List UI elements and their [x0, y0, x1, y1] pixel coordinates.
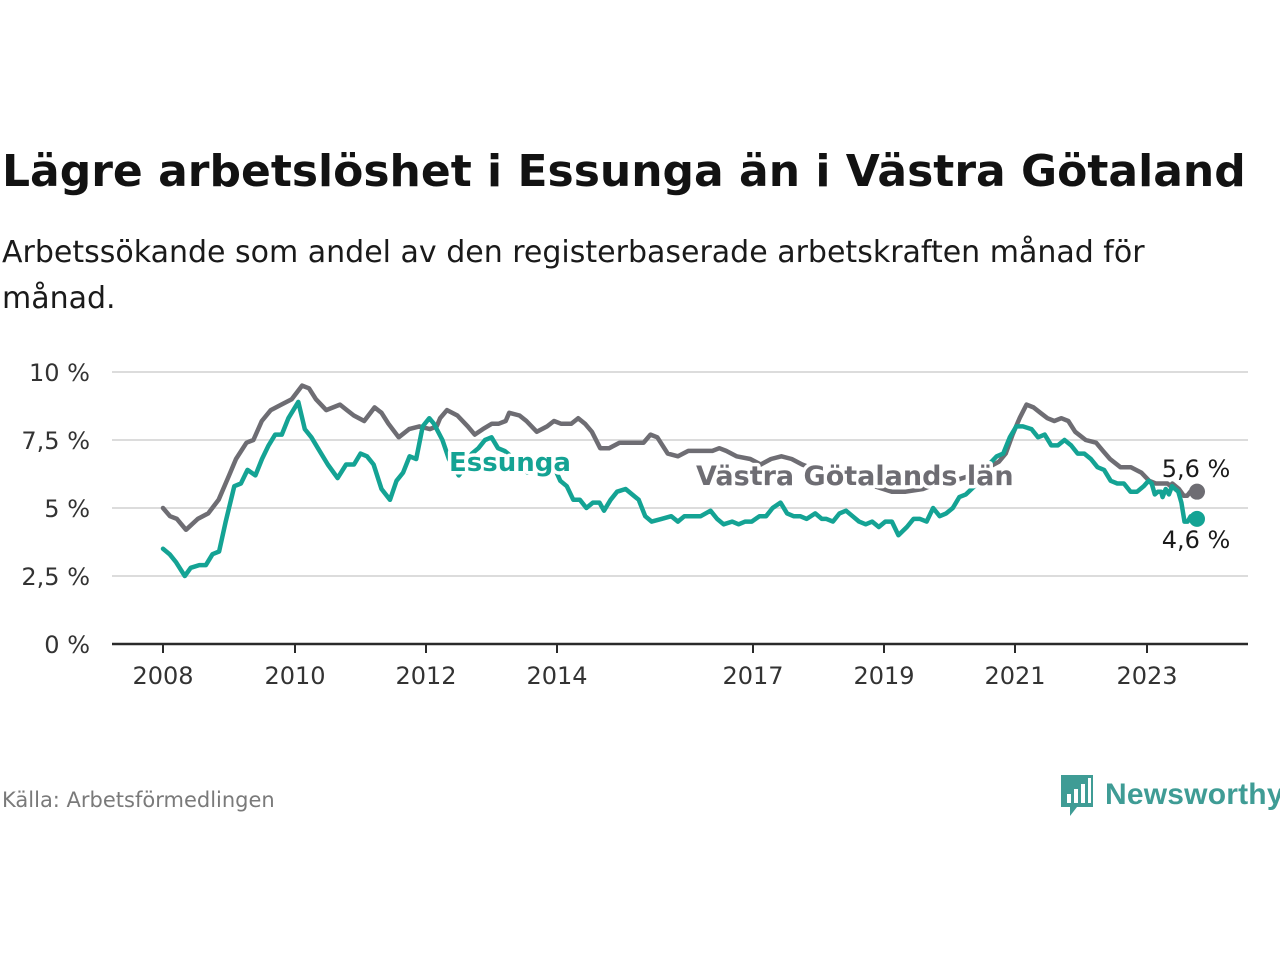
grid-lines [112, 371, 1248, 577]
series-label-vastra-gotaland: Västra Götalands län [696, 461, 1014, 492]
x-axis [112, 642, 1248, 653]
newsworthy-icon [1061, 775, 1093, 816]
chart-subtitle: Arbetssökande som andel av den registerb… [2, 235, 1145, 316]
x-tick-label: 2012 [395, 662, 456, 690]
y-tick-label: 2,5 % [21, 563, 90, 591]
series-lines [160, 383, 1205, 579]
end-label-vastra-gotaland: 5,6 % [1162, 455, 1231, 483]
series-line-vastra-gotaland [160, 383, 1200, 533]
y-tick-label: 0 % [44, 631, 90, 659]
x-tick-label: 2019 [853, 662, 914, 690]
chart-title: Lägre arbetslöshet i Essunga än i Västra… [2, 146, 1246, 197]
end-marker-vastra-gotaland [1189, 483, 1205, 500]
source-note: Källa: Arbetsförmedlingen [2, 788, 275, 812]
x-tick-label: 2010 [264, 662, 325, 690]
end-label-essunga: 4,6 % [1162, 526, 1231, 554]
x-tick-label: 2014 [526, 662, 587, 690]
end-marker-essunga [1189, 510, 1205, 527]
x-tick-label: 2008 [132, 662, 193, 690]
y-tick-label: 10 % [29, 359, 90, 387]
newsworthy-logo[interactable]: Newsworthy [1059, 772, 1280, 818]
x-tick-label: 2021 [984, 662, 1045, 690]
y-tick-label: 7,5 % [21, 427, 90, 455]
y-tick-label: 5 % [44, 495, 90, 523]
x-axis-labels: 2008 2010 2012 2014 2017 2019 2021 2023 [132, 662, 1177, 690]
series-labels: Essunga Västra Götalands län 5,6 % 4,6 % [446, 445, 1234, 558]
series-line-essunga [160, 399, 1199, 579]
x-tick-label: 2017 [722, 662, 783, 690]
brand-name: Newsworthy [1105, 778, 1280, 811]
x-tick-label: 2023 [1116, 662, 1177, 690]
y-axis-labels: 0 % 2,5 % 5 % 7,5 % 10 % [21, 359, 90, 659]
series-label-essunga: Essunga [449, 448, 571, 478]
